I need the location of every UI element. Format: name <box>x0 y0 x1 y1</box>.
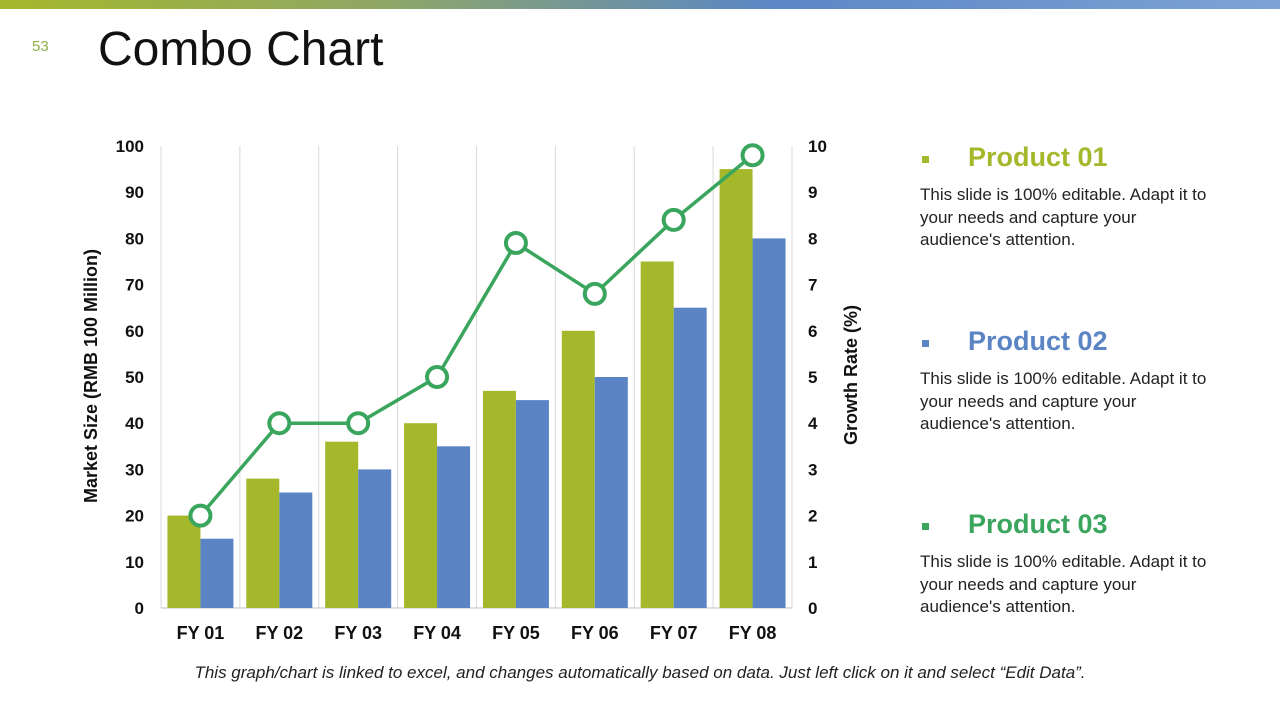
y-tick-label: 50 <box>125 368 144 387</box>
y-right-tick-label: 8 <box>808 229 817 248</box>
y-tick-label: 100 <box>116 137 144 156</box>
bar-2 <box>358 469 392 608</box>
growth-point <box>740 143 765 168</box>
bar-2 <box>673 307 707 608</box>
y-tick-label: 80 <box>125 229 144 248</box>
y-tick-label: 0 <box>135 599 144 618</box>
growth-point <box>503 231 528 256</box>
y-tick-label: 20 <box>125 507 144 526</box>
bar-1 <box>482 390 516 608</box>
y-tick-label: 90 <box>125 183 144 202</box>
x-tick-label: FY 01 <box>177 623 225 643</box>
bar-1 <box>325 441 359 608</box>
footer-note: This graph/chart is linked to excel, and… <box>194 663 1086 682</box>
top-accent-bar <box>0 0 1280 9</box>
bar-1 <box>561 330 595 608</box>
growth-point <box>582 281 607 306</box>
x-tick-label: FY 04 <box>413 623 461 643</box>
x-tick-label: FY 07 <box>650 623 698 643</box>
growth-point <box>346 411 371 436</box>
bullet-square-icon <box>922 523 929 530</box>
bar-2 <box>200 538 234 608</box>
y-right-tick-label: 2 <box>808 507 817 526</box>
product-02-title: Product 02 <box>968 326 1108 356</box>
x-tick-label: FY 03 <box>334 623 382 643</box>
y-right-tick-label: 1 <box>808 553 817 572</box>
bar-2 <box>594 377 628 608</box>
y-tick-label: 30 <box>125 460 144 479</box>
product-02-description: This slide is 100% editable. Adapt it to… <box>920 369 1207 433</box>
combo-chart: 0 10 20 30 40 50 60 70 80 90 100 0 1 2 3 4 5 6 7 8 9 10 FY 01 F… <box>81 137 861 643</box>
product-03-description: This slide is 100% editable. Adapt it to… <box>920 552 1207 616</box>
slide-title: Combo Chart <box>98 23 384 76</box>
bar-1 <box>404 423 438 608</box>
y-tick-label: 70 <box>125 276 144 295</box>
bar-1 <box>246 478 280 608</box>
product-01-title: Product 01 <box>968 142 1108 172</box>
product-01-description: This slide is 100% editable. Adapt it to… <box>920 185 1207 249</box>
x-tick-label: FY 06 <box>571 623 619 643</box>
x-tick-label: FY 05 <box>492 623 540 643</box>
bar-1 <box>167 515 201 608</box>
growth-point <box>267 411 292 436</box>
y-tick-label: 60 <box>125 322 144 341</box>
bar-1 <box>640 261 674 608</box>
bar-2 <box>752 238 786 608</box>
y-right-tick-label: 6 <box>808 322 817 341</box>
growth-point <box>188 503 213 528</box>
x-tick-label: FY 08 <box>729 623 777 643</box>
y-right-tick-label: 3 <box>808 460 817 479</box>
bar-2 <box>279 492 313 608</box>
bar-2 <box>437 446 471 608</box>
y-right-tick-label: 10 <box>808 137 827 156</box>
y-right-tick-label: 0 <box>808 599 817 618</box>
y-right-tick-label: 9 <box>808 183 817 202</box>
growth-point <box>425 365 450 389</box>
bar-2 <box>515 400 549 608</box>
growth-point <box>661 207 686 232</box>
y-tick-label: 40 <box>125 414 144 433</box>
y-tick-label: 10 <box>125 553 144 572</box>
x-tick-label: FY 02 <box>255 623 303 643</box>
y-right-tick-label: 5 <box>808 368 817 387</box>
bullet-square-icon <box>922 340 929 347</box>
y-right-tick-label: 4 <box>808 414 818 433</box>
slide-number: 53 <box>32 38 49 55</box>
y-right-tick-label: 7 <box>808 276 817 295</box>
bullet-square-icon <box>922 156 929 163</box>
y-right-axis-title: Growth Rate (%) <box>841 305 861 445</box>
growth-line <box>199 153 754 517</box>
y-axis-title: Market Size (RMB 100 Million) <box>81 249 101 503</box>
product-03-title: Product 03 <box>968 509 1108 539</box>
bar-1 <box>719 169 753 608</box>
